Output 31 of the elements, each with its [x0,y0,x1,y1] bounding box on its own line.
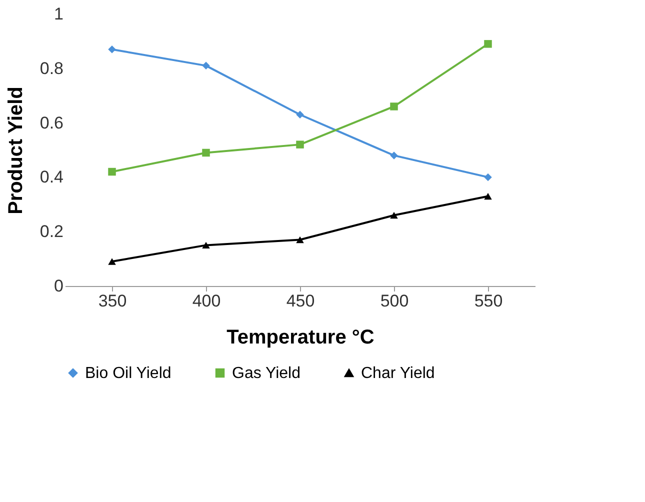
point [296,110,304,119]
point [390,152,398,160]
x-tick-label: 400 [192,292,221,310]
point [108,258,116,265]
point [296,236,304,244]
point [484,173,492,182]
legend-label: Char Yield [361,365,435,382]
y-tick-label: 0.6 [40,113,64,132]
point [296,140,304,148]
legend-label: Bio Oil Yield [85,365,172,382]
point [108,168,116,176]
point [390,102,398,110]
point [390,212,398,219]
y-axis-title: Product Yield [4,86,27,214]
y-tick-label: 1 [54,4,64,24]
point [202,242,210,249]
y-tick-label: 0.4 [40,168,64,187]
point [484,192,492,200]
point [484,40,492,48]
y-tick-label: 0.2 [40,222,64,242]
x-tick-label: 350 [98,292,127,310]
x-tick-label: 550 [474,292,503,310]
x-axis-title: Temperature °C [226,326,374,348]
point [202,148,210,157]
point [202,62,210,70]
point [108,45,116,54]
x-tick-label: 450 [286,292,315,310]
y-tick-label: 0.8 [40,58,64,78]
legend-label: Gas Yield [232,365,300,382]
x-tick-label: 500 [380,292,409,310]
y-tick-label: 0 [54,276,64,296]
